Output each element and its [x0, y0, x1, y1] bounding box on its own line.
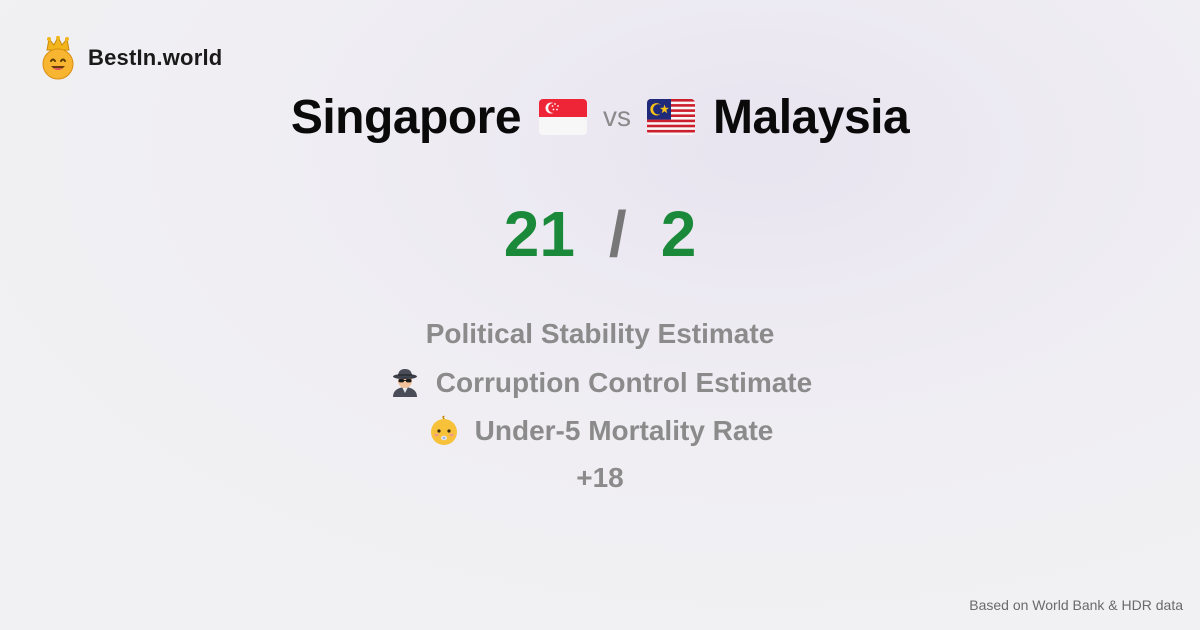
spy-icon — [392, 369, 417, 397]
metric-corruption-control[interactable]: Corruption Control Estimate — [0, 363, 1200, 403]
metric-label: Corruption Control Estimate — [435, 367, 813, 398]
metric-political-stability[interactable]: Political Stability Estimate — [0, 314, 1200, 354]
metric-label: Political Stability Estimate — [425, 318, 775, 349]
country-a-name: Singapore — [290, 90, 522, 144]
crown-smiley-icon — [42, 36, 74, 80]
score-country-b: 2 — [660, 198, 697, 270]
score-separator: / — [608, 198, 627, 270]
score-comparison: 21 / 2 — [0, 196, 1200, 272]
data-source-note: Based on World Bank & HDR data — [969, 597, 1183, 613]
metric-label: Under-5 Mortality Rate — [474, 415, 774, 446]
brand-header[interactable]: BestIn.world — [38, 36, 222, 80]
malaysia-flag-icon — [647, 99, 696, 135]
score-country-a: 21 — [503, 198, 575, 270]
baby-icon — [430, 415, 457, 445]
singapore-flag-icon — [539, 99, 588, 135]
vs-label: vs — [603, 101, 632, 132]
comparison-title: Singapore vs Malaysia — [0, 86, 1200, 148]
brand-name: BestIn.world — [88, 45, 223, 70]
more-count-label: +18 — [576, 462, 624, 493]
metric-under5-mortality[interactable]: Under-5 Mortality Rate — [0, 411, 1200, 451]
more-metrics-count[interactable]: +18 — [0, 458, 1200, 498]
country-b-name: Malaysia — [713, 90, 910, 144]
